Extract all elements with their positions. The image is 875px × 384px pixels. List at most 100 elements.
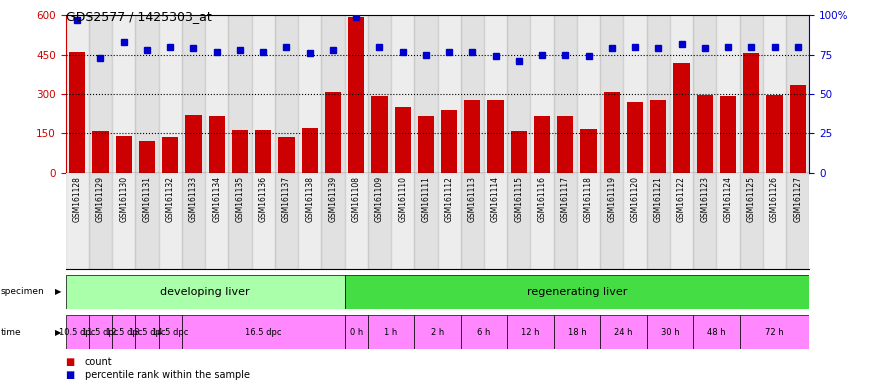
Text: 2 h: 2 h xyxy=(430,328,444,337)
Bar xyxy=(604,92,620,173)
Text: GSM161117: GSM161117 xyxy=(561,176,570,222)
Bar xyxy=(600,315,647,349)
Text: GSM161115: GSM161115 xyxy=(514,176,523,222)
Text: GSM161130: GSM161130 xyxy=(119,176,129,222)
Bar xyxy=(182,173,205,269)
Text: 12.5 dpc: 12.5 dpc xyxy=(106,328,142,337)
Bar xyxy=(674,63,690,173)
Bar xyxy=(232,130,248,173)
Bar xyxy=(507,315,554,349)
Bar xyxy=(461,315,507,349)
Text: ■: ■ xyxy=(66,370,75,380)
Text: regenerating liver: regenerating liver xyxy=(527,287,627,297)
Bar xyxy=(461,173,484,269)
Bar xyxy=(623,173,647,269)
Text: 13.5 dpc: 13.5 dpc xyxy=(129,328,165,337)
Text: 14.5 dpc: 14.5 dpc xyxy=(152,328,188,337)
Bar xyxy=(228,173,252,269)
Text: GSM161136: GSM161136 xyxy=(259,176,268,222)
Text: GSM161134: GSM161134 xyxy=(213,176,221,222)
Bar xyxy=(368,315,414,349)
Bar xyxy=(136,173,158,269)
Bar xyxy=(345,15,368,173)
Bar xyxy=(763,15,786,173)
Bar xyxy=(89,315,112,349)
Text: GSM161128: GSM161128 xyxy=(73,176,81,222)
Text: GSM161109: GSM161109 xyxy=(374,176,384,222)
Text: GSM161133: GSM161133 xyxy=(189,176,198,222)
Bar xyxy=(647,15,670,173)
Bar xyxy=(391,173,414,269)
Bar xyxy=(484,15,508,173)
Bar xyxy=(345,173,368,269)
Text: GDS2577 / 1425303_at: GDS2577 / 1425303_at xyxy=(66,10,212,23)
Text: 12 h: 12 h xyxy=(522,328,540,337)
Bar xyxy=(252,15,275,173)
Bar xyxy=(112,315,136,349)
Text: 16.5 dpc: 16.5 dpc xyxy=(245,328,282,337)
Bar xyxy=(93,131,108,173)
Bar xyxy=(507,173,530,269)
Bar xyxy=(484,173,508,269)
Text: 24 h: 24 h xyxy=(614,328,633,337)
Bar xyxy=(89,15,112,173)
Bar xyxy=(368,173,391,269)
Bar xyxy=(228,15,252,173)
Bar xyxy=(717,15,739,173)
Text: GSM161112: GSM161112 xyxy=(444,176,453,222)
Bar xyxy=(786,173,809,269)
Text: 1 h: 1 h xyxy=(384,328,397,337)
Bar xyxy=(158,315,182,349)
Bar xyxy=(89,173,112,269)
Bar xyxy=(786,15,809,173)
Text: GSM161124: GSM161124 xyxy=(724,176,732,222)
Text: GSM161121: GSM161121 xyxy=(654,176,662,222)
Bar xyxy=(626,103,643,173)
Text: time: time xyxy=(1,328,22,337)
Bar xyxy=(66,15,89,173)
Text: GSM161113: GSM161113 xyxy=(468,176,477,222)
Text: GSM161127: GSM161127 xyxy=(794,176,802,222)
Text: 11.5 dpc: 11.5 dpc xyxy=(82,328,119,337)
Text: GSM161120: GSM161120 xyxy=(631,176,640,222)
Bar xyxy=(530,173,554,269)
Bar xyxy=(69,52,86,173)
Text: GSM161125: GSM161125 xyxy=(746,176,756,222)
Bar xyxy=(302,128,318,173)
Bar xyxy=(766,94,782,173)
Bar xyxy=(205,173,228,269)
Bar xyxy=(438,173,461,269)
Text: specimen: specimen xyxy=(1,287,45,296)
Text: developing liver: developing liver xyxy=(160,287,250,297)
Bar xyxy=(600,15,623,173)
Bar xyxy=(162,137,178,173)
Text: 30 h: 30 h xyxy=(661,328,679,337)
Bar xyxy=(511,131,527,173)
Bar xyxy=(739,15,763,173)
Text: GSM161110: GSM161110 xyxy=(398,176,407,222)
Bar xyxy=(414,15,438,173)
Text: 6 h: 6 h xyxy=(477,328,491,337)
Text: 48 h: 48 h xyxy=(707,328,725,337)
Bar xyxy=(739,315,809,349)
Text: GSM161123: GSM161123 xyxy=(700,176,710,222)
Text: GSM161139: GSM161139 xyxy=(328,176,338,222)
Bar xyxy=(371,96,388,173)
Text: 72 h: 72 h xyxy=(766,328,784,337)
Bar xyxy=(623,15,647,173)
Bar xyxy=(395,107,410,173)
Bar xyxy=(417,116,434,173)
Text: ■: ■ xyxy=(66,357,75,367)
Bar xyxy=(205,15,228,173)
Bar xyxy=(441,110,458,173)
Bar xyxy=(182,315,345,349)
Text: GSM161108: GSM161108 xyxy=(352,176,360,222)
Bar xyxy=(345,315,368,349)
Bar xyxy=(696,94,713,173)
Text: GSM161126: GSM161126 xyxy=(770,176,779,222)
Bar xyxy=(208,116,225,173)
Bar xyxy=(136,315,158,349)
Text: GSM161118: GSM161118 xyxy=(584,176,593,222)
Bar xyxy=(275,173,298,269)
Bar xyxy=(487,100,504,173)
